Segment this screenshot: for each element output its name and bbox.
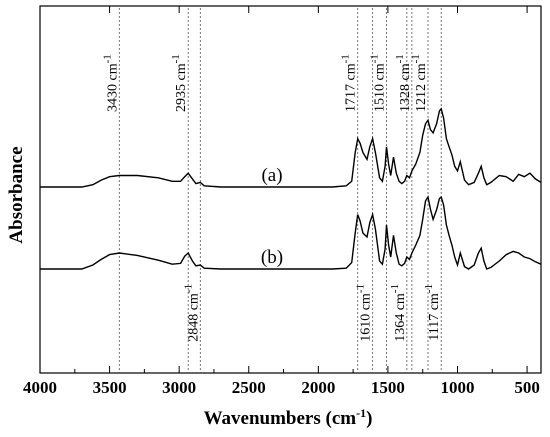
peak-label-1510: 1510 cm-1 <box>369 54 388 112</box>
x-tick-label-1500: 1500 <box>371 378 405 397</box>
x-tick-label-3500: 3500 <box>93 378 127 397</box>
x-tick-label-500: 500 <box>514 378 540 397</box>
peak-label-text-1510: 1510 cm <box>373 63 388 112</box>
x-tick-label-1000: 1000 <box>441 378 475 397</box>
peak-label-1610: 1610 cm-1 <box>355 284 374 342</box>
series-label-0: (a) <box>261 165 282 186</box>
x-tick-label-4000: 4000 <box>23 378 57 397</box>
peak-label-sup-1610: -1 <box>355 284 367 293</box>
x-axis-title: Wavenumbers (cm-1) <box>204 406 373 429</box>
peak-label-1328: 1328 cm-1 <box>394 54 413 112</box>
peak-label-1212: 1212 cm-1 <box>410 54 429 112</box>
spectrum-line-0 <box>40 107 542 188</box>
series-label-1: (b) <box>261 247 283 268</box>
peak-label-1364: 1364 cm-1 <box>389 284 408 342</box>
x-axis-title-close: ) <box>366 408 372 429</box>
spectra: (a) (b) <box>40 107 542 270</box>
peak-label-sup-2848: -1 <box>182 284 194 293</box>
spectrum-line-1 <box>40 195 542 270</box>
peak-label-text-1117: 1117 cm <box>427 293 442 341</box>
peak-label-text-2935: 2935 cm <box>174 63 189 112</box>
peak-label-sup-3430: -1 <box>101 54 113 63</box>
peak-label-text-1212: 1212 cm <box>414 63 429 112</box>
peak-label-sup-2935: -1 <box>170 54 182 63</box>
x-axis-title-superscript: -1 <box>356 406 366 420</box>
peak-label-1117: 1117 cm-1 <box>423 284 442 341</box>
peak-label-text-1328: 1328 cm <box>398 63 413 112</box>
plot-frame <box>39 5 542 374</box>
x-axis-title-main: Wavenumbers (cm <box>204 408 357 429</box>
peak-label-sup-1117: -1 <box>423 284 435 293</box>
peak-label-1717: 1717 cm-1 <box>340 54 359 112</box>
peak-label-2848: 2848 cm-1 <box>182 284 201 342</box>
peak-label-text-1610: 1610 cm <box>359 293 374 342</box>
peak-label-text-3430: 3430 cm <box>105 63 120 112</box>
y-axis-title: Absorbance <box>6 146 27 243</box>
plot-border <box>39 5 542 374</box>
peak-label-text-1364: 1364 cm <box>393 293 408 342</box>
x-tick-label-2000: 2000 <box>301 378 335 397</box>
peak-label-sup-1328: -1 <box>394 54 406 63</box>
peak-label-sup-1364: -1 <box>389 284 401 293</box>
peak-label-sup-1717: -1 <box>340 54 352 63</box>
peak-label-text-2848: 2848 cm <box>186 293 201 342</box>
peak-label-3430: 3430 cm-1 <box>101 54 120 112</box>
x-tick-label-2500: 2500 <box>232 378 266 397</box>
peak-marker-lines <box>118 8 442 371</box>
peak-label-2935: 2935 cm-1 <box>170 54 189 112</box>
peak-label-text-1717: 1717 cm <box>344 63 359 112</box>
x-tick-label-3000: 3000 <box>162 378 196 397</box>
x-axis-ticks: 4000 3500 3000 2500 2000 1500 1000 500 <box>23 6 540 397</box>
peak-label-sup-1212: -1 <box>410 54 422 63</box>
peak-label-sup-1510: -1 <box>369 54 381 63</box>
